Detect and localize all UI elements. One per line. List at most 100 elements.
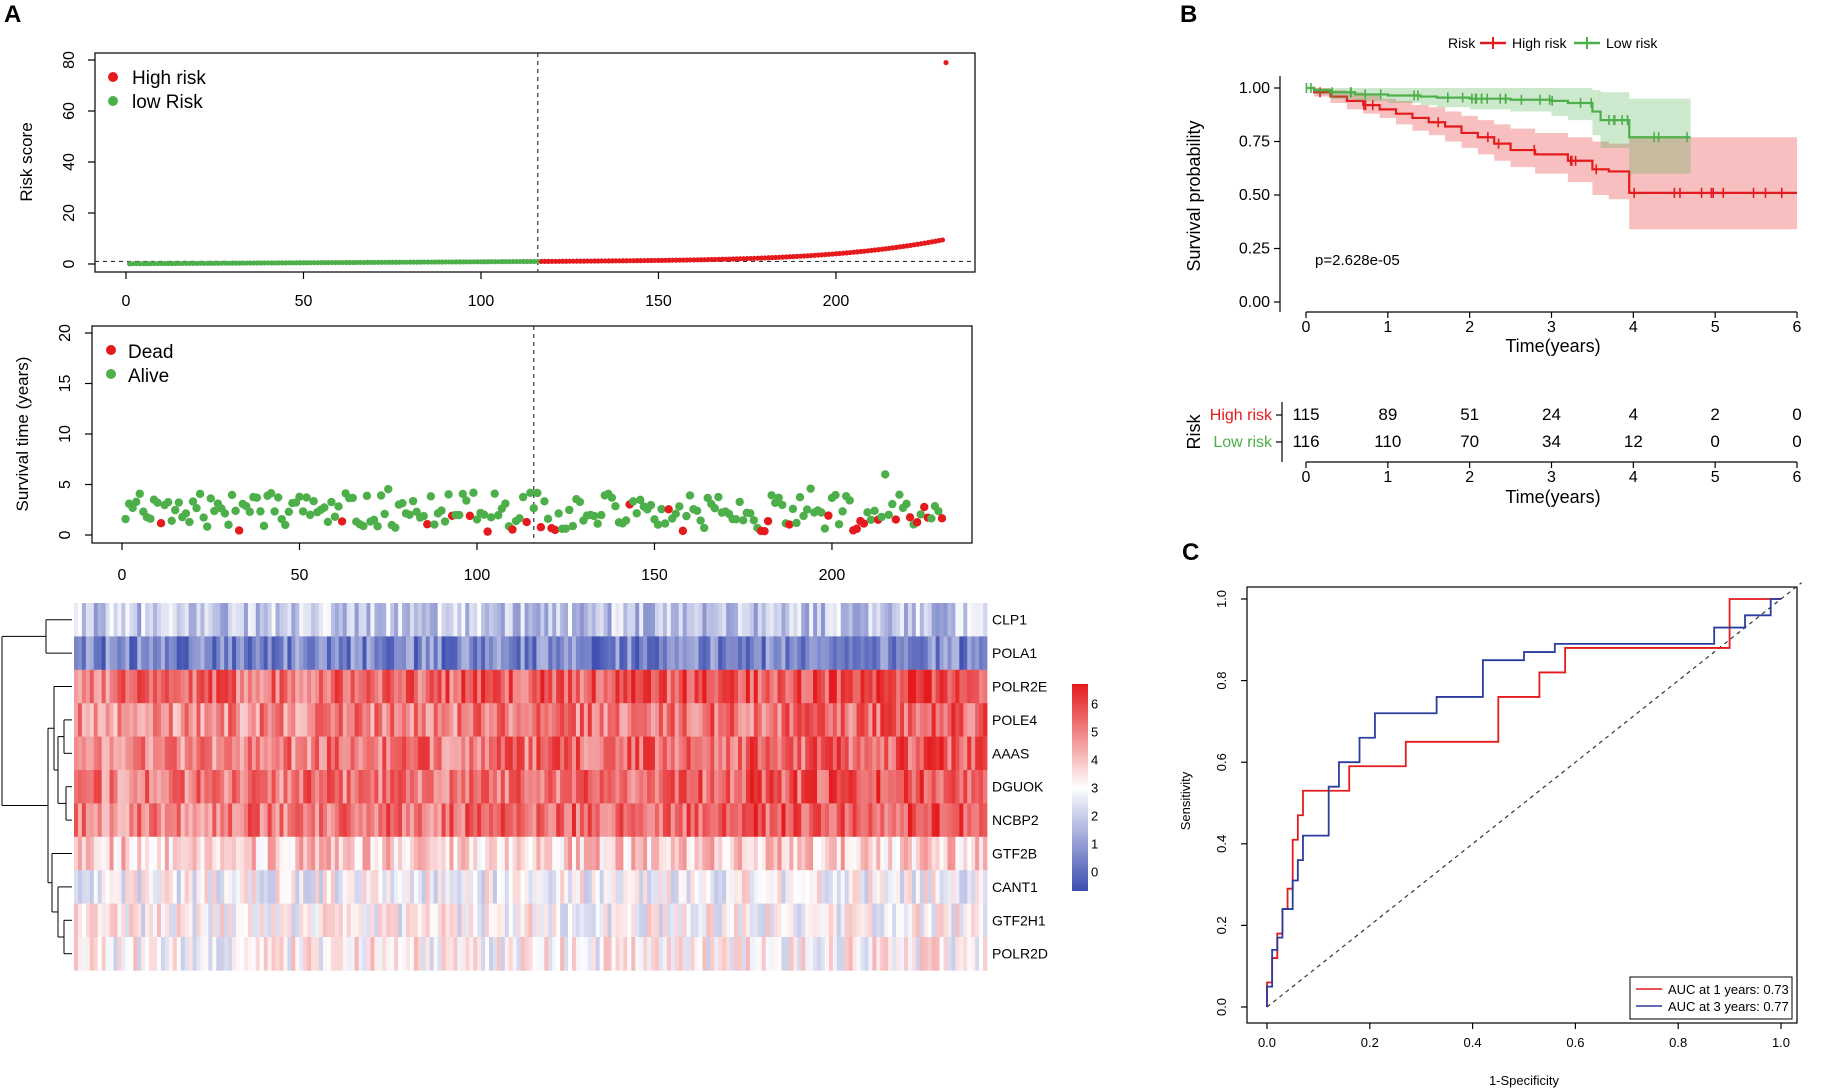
heatmap-cell bbox=[951, 803, 956, 838]
heatmap-cell bbox=[623, 836, 628, 871]
heatmap-cell bbox=[180, 669, 186, 704]
heatmap-cell bbox=[208, 937, 213, 971]
heatmap-cell bbox=[378, 903, 383, 938]
heatmap-cell bbox=[212, 803, 217, 838]
heatmap-cell bbox=[801, 669, 806, 704]
heatmap-cell bbox=[358, 636, 363, 671]
heatmap-cell bbox=[603, 736, 608, 771]
heatmap-cell bbox=[710, 803, 715, 838]
heatmap-cell bbox=[465, 937, 470, 971]
heatmap-cell bbox=[255, 937, 261, 971]
heatmap-cell bbox=[979, 736, 984, 771]
heatmap-cell bbox=[738, 636, 743, 671]
heatmap-cell bbox=[121, 703, 126, 737]
heatmap-cell bbox=[805, 937, 810, 971]
heatmap-cell bbox=[892, 937, 897, 971]
heatmap-cell bbox=[587, 803, 593, 838]
heatmap-cell bbox=[765, 836, 771, 871]
heatmap-cell bbox=[666, 603, 672, 637]
heatmap-cell bbox=[196, 903, 201, 938]
heatmap-cell bbox=[698, 636, 703, 671]
heatmap-cell bbox=[947, 836, 952, 871]
heatmap-cell bbox=[872, 703, 877, 737]
heatmap-cell bbox=[840, 870, 846, 904]
heatmap-cell bbox=[840, 736, 846, 771]
heatmap-cell bbox=[579, 770, 585, 804]
risk-score-xtick-label: 150 bbox=[645, 293, 672, 310]
heatmap-cell bbox=[868, 636, 873, 671]
heatmap-cell bbox=[295, 703, 300, 737]
heatmap-cell bbox=[125, 870, 130, 904]
heatmap-cell bbox=[568, 669, 573, 704]
heatmap-cell bbox=[485, 636, 490, 671]
heatmap-cell bbox=[860, 870, 865, 904]
survival-time-point bbox=[270, 507, 279, 516]
heatmap-cell bbox=[896, 636, 901, 671]
heatmap-cell bbox=[137, 770, 142, 804]
heatmap-cell bbox=[927, 937, 933, 971]
heatmap-cell bbox=[564, 770, 569, 804]
km-xtick-label: 5 bbox=[1711, 319, 1720, 336]
heatmap-cell bbox=[603, 903, 608, 938]
heatmap-cell bbox=[259, 836, 265, 871]
heatmap-cell bbox=[109, 770, 114, 804]
heatmap-cell bbox=[291, 703, 296, 737]
heatmap-cell bbox=[307, 770, 312, 804]
survival-time-point bbox=[337, 517, 347, 526]
heatmap-cell bbox=[283, 803, 288, 838]
heatmap-cell bbox=[409, 836, 415, 871]
heatmap-cell bbox=[702, 836, 707, 871]
heatmap-cell bbox=[975, 870, 980, 904]
heatmap-cell bbox=[350, 803, 356, 838]
survival-time-point bbox=[554, 509, 563, 518]
heatmap-cell bbox=[872, 636, 877, 671]
heatmap-cell bbox=[678, 669, 684, 704]
heatmap-cell bbox=[931, 636, 937, 671]
heatmap-cell bbox=[793, 836, 798, 871]
heatmap-cell bbox=[532, 603, 537, 637]
heatmap-cell bbox=[453, 770, 458, 804]
heatmap-cell bbox=[892, 803, 897, 838]
heatmap-cell bbox=[251, 603, 257, 637]
heatmap-cell bbox=[907, 703, 913, 737]
heatmap-cell bbox=[125, 903, 130, 938]
heatmap-cell bbox=[216, 836, 221, 871]
heatmap-cell bbox=[730, 603, 735, 637]
survival-time-point bbox=[156, 519, 166, 528]
heatmap-cell bbox=[172, 770, 178, 804]
heatmap-cell bbox=[572, 603, 577, 637]
heatmap-cell bbox=[662, 603, 668, 637]
heatmap-cell bbox=[85, 903, 91, 938]
survival-time-point bbox=[376, 491, 386, 500]
heatmap-cell bbox=[536, 603, 541, 637]
heatmap-cell bbox=[955, 903, 960, 938]
heatmap-cell bbox=[611, 770, 616, 804]
heatmap-cell bbox=[212, 937, 217, 971]
heatmap-cell bbox=[674, 703, 680, 737]
heatmap-cell bbox=[911, 636, 917, 671]
heatmap-cell bbox=[975, 836, 980, 871]
heatmap-cell bbox=[828, 770, 834, 804]
heatmap-cell bbox=[307, 736, 312, 771]
heatmap-cell bbox=[670, 937, 676, 971]
heatmap-cell bbox=[935, 870, 940, 904]
heatmap-cell bbox=[690, 770, 695, 804]
heatmap-cell bbox=[971, 736, 976, 771]
heatmap-cell bbox=[658, 736, 664, 771]
heatmap-cell bbox=[93, 669, 99, 704]
heatmap-cell bbox=[251, 736, 257, 771]
heatmap-cell bbox=[714, 870, 719, 904]
heatmap-cell bbox=[769, 937, 774, 971]
survival-time-point bbox=[561, 524, 570, 533]
heatmap-cell bbox=[955, 770, 960, 804]
heatmap-cell bbox=[338, 870, 344, 904]
roc-legend-box bbox=[1629, 976, 1793, 1020]
heatmap-cell bbox=[441, 770, 446, 804]
heatmap-cell bbox=[971, 636, 976, 671]
heatmap-cell bbox=[801, 870, 806, 904]
heatmap-cell bbox=[101, 903, 107, 938]
heatmap-cell bbox=[299, 703, 304, 737]
heatmap-cell bbox=[809, 603, 814, 637]
heatmap-cell bbox=[326, 836, 332, 871]
survival-time-point bbox=[131, 497, 141, 507]
